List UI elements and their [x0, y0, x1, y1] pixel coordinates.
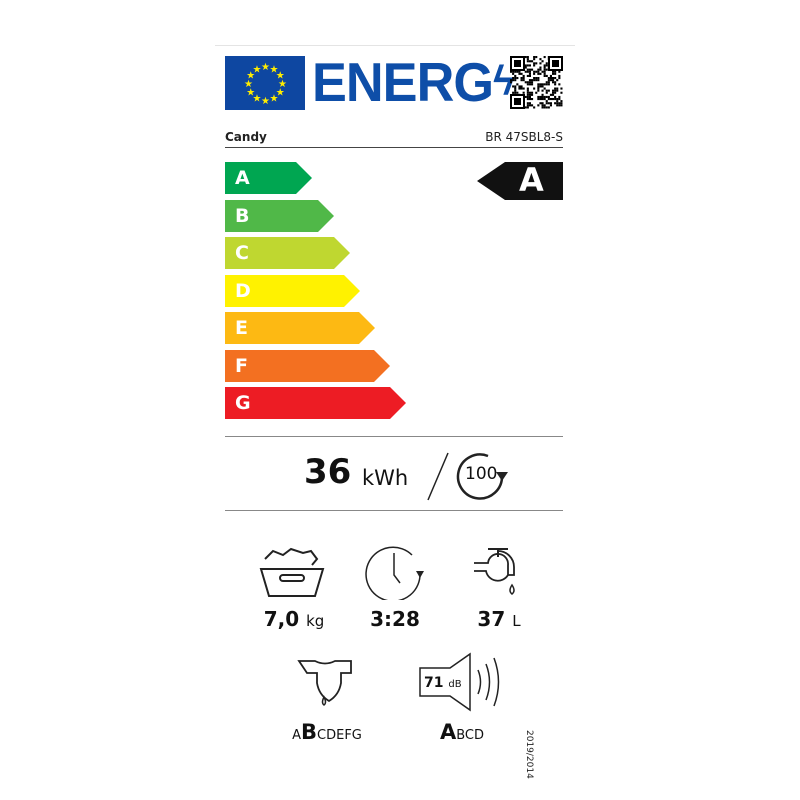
regulation-number: 2019/2014 — [524, 730, 534, 779]
class-letter: G — [235, 392, 251, 414]
class-letter: D — [235, 280, 251, 302]
svg-text:★: ★ — [261, 96, 270, 107]
energy-class-bar-f: F — [225, 350, 390, 382]
energy-logo: ENERGϟ — [312, 51, 514, 113]
class-letter: F — [235, 355, 248, 377]
svg-text:★: ★ — [261, 62, 270, 73]
energy-class-bar-b: B — [225, 200, 334, 232]
energy-unit: kWh — [362, 466, 409, 490]
water-tap-icon — [474, 548, 515, 595]
energy-class-bar-g: G — [225, 387, 406, 419]
rating-arrow: A — [477, 161, 563, 200]
svg-text:★: ★ — [276, 88, 285, 99]
per-100-cycles-icon — [427, 452, 508, 501]
class-letter: A — [235, 167, 250, 189]
brand-name: Candy — [225, 130, 267, 144]
svg-text:★: ★ — [276, 71, 285, 82]
divider — [225, 510, 563, 511]
noise-class-scale: ABCD — [439, 720, 485, 744]
divider — [225, 436, 563, 437]
energy-class-bar-a: A — [225, 162, 312, 194]
duration-value: 3:28 — [370, 607, 420, 631]
svg-text:★: ★ — [253, 94, 262, 105]
water-value: 37 L — [477, 607, 521, 631]
svg-text:★: ★ — [253, 64, 262, 75]
svg-text:★: ★ — [270, 94, 279, 105]
energy-class-bar-e: E — [225, 312, 375, 344]
class-letter: C — [235, 242, 249, 264]
rating-class: A — [519, 161, 544, 199]
class-letter: B — [235, 205, 250, 227]
model-number: BR 47SBL8-S — [485, 130, 563, 144]
class-letter: E — [235, 317, 248, 339]
svg-text:★: ★ — [270, 64, 279, 75]
speaker-icon — [419, 652, 500, 712]
eu-flag-icon: ★ ★ ★ ★ ★ ★ ★ ★ ★ ★ ★ ★ — [225, 56, 305, 110]
svg-text:★: ★ — [244, 79, 253, 90]
capacity-value: 7,0 kg — [263, 607, 325, 631]
spin-drying-shirt-icon — [297, 660, 352, 706]
energy-class-bar-d: D — [225, 275, 360, 307]
divider — [225, 147, 563, 148]
svg-text:★: ★ — [278, 79, 287, 90]
spin-class-scale: ABCDEFG — [292, 720, 362, 744]
svg-text:★: ★ — [246, 88, 255, 99]
energy-class-bar-c: C — [225, 237, 350, 269]
noise-value: 71 dB — [424, 675, 462, 691]
svg-text:★: ★ — [246, 71, 255, 82]
clock-icon — [365, 546, 424, 600]
energy-value: 36 — [304, 452, 352, 492]
qr-code-icon — [510, 56, 563, 113]
cycles-value: 100 — [465, 464, 498, 484]
laundry-basket-icon — [259, 547, 325, 597]
